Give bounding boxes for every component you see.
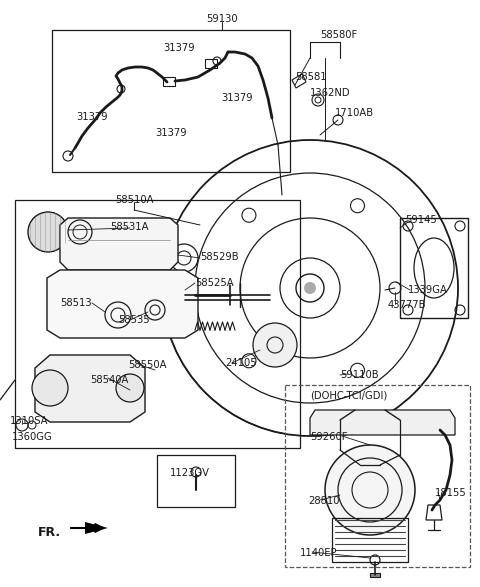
Circle shape (253, 323, 297, 367)
Text: 18155: 18155 (435, 488, 467, 498)
Text: 59130: 59130 (206, 14, 238, 24)
Bar (157, 455, 235, 507)
Text: 58581: 58581 (295, 72, 326, 82)
Bar (370, 573, 380, 577)
Polygon shape (85, 522, 108, 534)
Bar (52, 30, 290, 172)
Bar (205, 59, 217, 68)
Circle shape (116, 374, 144, 402)
Text: 59110B: 59110B (340, 370, 379, 380)
Bar (163, 77, 175, 86)
Text: 31379: 31379 (163, 43, 194, 53)
Text: 31379: 31379 (155, 128, 187, 138)
Text: 1310SA: 1310SA (10, 416, 48, 426)
Text: 1339GA: 1339GA (408, 285, 448, 295)
Text: 1140EP: 1140EP (300, 548, 337, 558)
Polygon shape (47, 270, 198, 338)
Text: 58510A: 58510A (115, 195, 153, 205)
Text: 31379: 31379 (76, 112, 108, 122)
Circle shape (28, 212, 68, 252)
Text: 1710AB: 1710AB (335, 108, 374, 118)
Bar (285, 385, 470, 567)
Text: 59145: 59145 (405, 215, 437, 225)
Polygon shape (310, 410, 455, 435)
Text: 58535: 58535 (118, 315, 150, 325)
Circle shape (304, 282, 316, 294)
Polygon shape (60, 218, 178, 270)
Bar (332, 518, 408, 562)
Bar (15, 200, 300, 448)
Text: 31379: 31379 (221, 93, 252, 103)
Circle shape (32, 370, 68, 406)
Text: 58550A: 58550A (128, 360, 167, 370)
Text: 58525A: 58525A (195, 278, 234, 288)
Text: 58531A: 58531A (110, 222, 148, 232)
Text: (DOHC-TCI/GDI): (DOHC-TCI/GDI) (310, 390, 387, 400)
Text: 1362ND: 1362ND (310, 88, 350, 98)
Text: 58529B: 58529B (200, 252, 239, 262)
Text: 58513: 58513 (60, 298, 92, 308)
Text: 43777B: 43777B (388, 300, 427, 310)
Circle shape (325, 445, 415, 535)
Text: 58540A: 58540A (90, 375, 128, 385)
Text: 28810: 28810 (308, 496, 339, 506)
Text: 1360GG: 1360GG (12, 432, 53, 442)
Polygon shape (35, 355, 145, 422)
Text: 1123GV: 1123GV (170, 468, 210, 478)
Text: 24105: 24105 (225, 358, 257, 368)
Text: 58580F: 58580F (320, 30, 357, 40)
Text: 59260F: 59260F (310, 432, 348, 442)
Bar (400, 218, 468, 318)
Text: FR.: FR. (38, 526, 61, 539)
